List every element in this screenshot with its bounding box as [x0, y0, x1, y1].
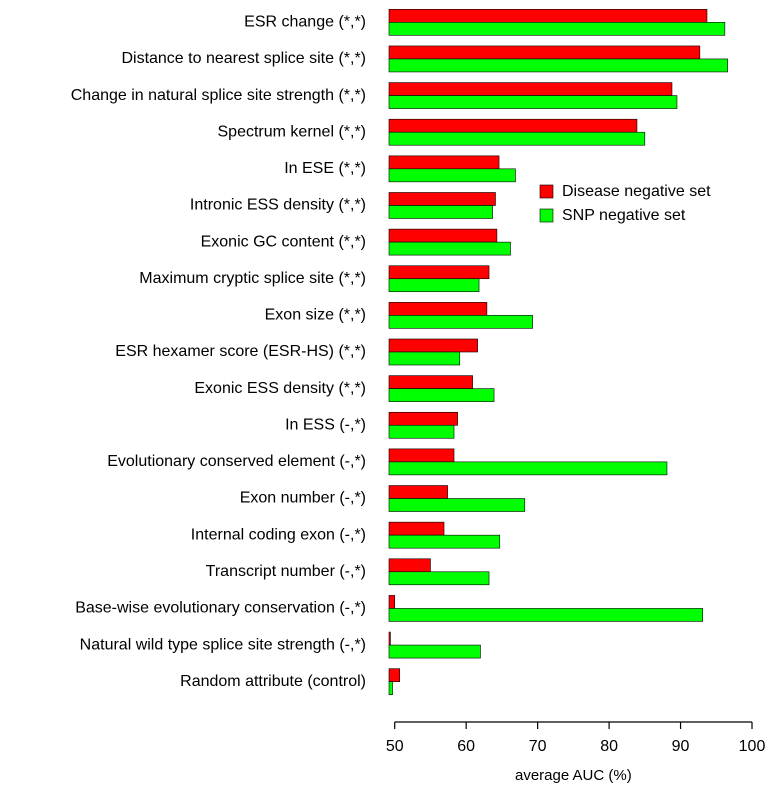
bar — [388, 265, 490, 280]
bar — [388, 82, 673, 96]
bar — [388, 595, 396, 609]
bar — [388, 58, 729, 73]
legend-label: SNP negative set — [562, 207, 686, 224]
bar — [388, 631, 391, 646]
bar — [388, 278, 480, 293]
bar — [388, 461, 668, 476]
bar — [388, 424, 455, 439]
bar — [388, 668, 401, 682]
x-tick-label: 100 — [739, 738, 766, 755]
bar — [388, 498, 526, 512]
bar — [388, 338, 478, 353]
bar — [388, 192, 496, 206]
category-label: ESR change (*,*) — [244, 14, 366, 31]
x-tick-label: 80 — [600, 738, 618, 755]
x-tick-label: 70 — [529, 738, 547, 755]
bar — [388, 534, 501, 549]
bar — [388, 571, 490, 586]
bar — [388, 375, 473, 389]
category-label: Distance to nearest splice site (*,*) — [121, 50, 366, 67]
bar — [388, 9, 708, 23]
bar — [388, 644, 481, 659]
legend-label: Disease negative set — [562, 183, 711, 200]
category-label: Maximum cryptic splice site (*,*) — [139, 270, 366, 287]
bar — [388, 45, 701, 60]
category-label: Random attribute (control) — [180, 673, 366, 690]
category-label: In ESS (-,*) — [285, 416, 366, 433]
category-label: Base-wise evolutionary conservation (-,*… — [75, 600, 366, 617]
bar — [388, 521, 445, 536]
bar — [388, 228, 498, 243]
category-label: Transcript number (-,*) — [206, 563, 366, 580]
x-axis-label: average AUC (%) — [515, 767, 632, 784]
category-label: Exon size (*,*) — [265, 307, 366, 324]
bar — [388, 22, 726, 36]
category-label: In ESE (*,*) — [284, 160, 366, 177]
category-label: ESR hexamer score (ESR-HS) (*,*) — [115, 343, 366, 360]
category-label: Exonic GC content (*,*) — [201, 233, 366, 250]
bar — [388, 681, 393, 695]
x-tick-label: 50 — [386, 738, 404, 755]
bar — [388, 95, 678, 109]
bar — [388, 168, 516, 183]
bar — [388, 118, 638, 133]
category-label: Evolutionary conserved element (-,*) — [107, 453, 366, 470]
bar — [388, 302, 488, 316]
category-label: Spectrum kernel (*,*) — [218, 123, 367, 140]
legend-swatch — [539, 184, 554, 199]
category-label: Exonic ESS density (*,*) — [194, 380, 366, 397]
bar — [388, 388, 495, 402]
bar — [388, 558, 431, 573]
x-tick-label: 60 — [457, 738, 475, 755]
category-label: Intronic ESS density (*,*) — [190, 197, 366, 214]
bar — [388, 241, 511, 256]
bar — [388, 131, 646, 146]
bar — [388, 411, 458, 426]
category-label: Natural wild type splice site strength (… — [80, 636, 366, 653]
category-label: Change in natural splice site strength (… — [71, 87, 366, 104]
bar — [388, 315, 533, 329]
bar — [388, 448, 455, 463]
bar — [388, 351, 461, 366]
legend-swatch — [539, 208, 554, 223]
bar — [388, 155, 500, 170]
category-label: Exon number (-,*) — [240, 490, 366, 507]
bar — [388, 608, 703, 622]
bar — [388, 485, 448, 499]
category-label: Internal coding exon (-,*) — [191, 526, 366, 543]
x-tick-label: 90 — [672, 738, 690, 755]
bar — [388, 205, 493, 219]
